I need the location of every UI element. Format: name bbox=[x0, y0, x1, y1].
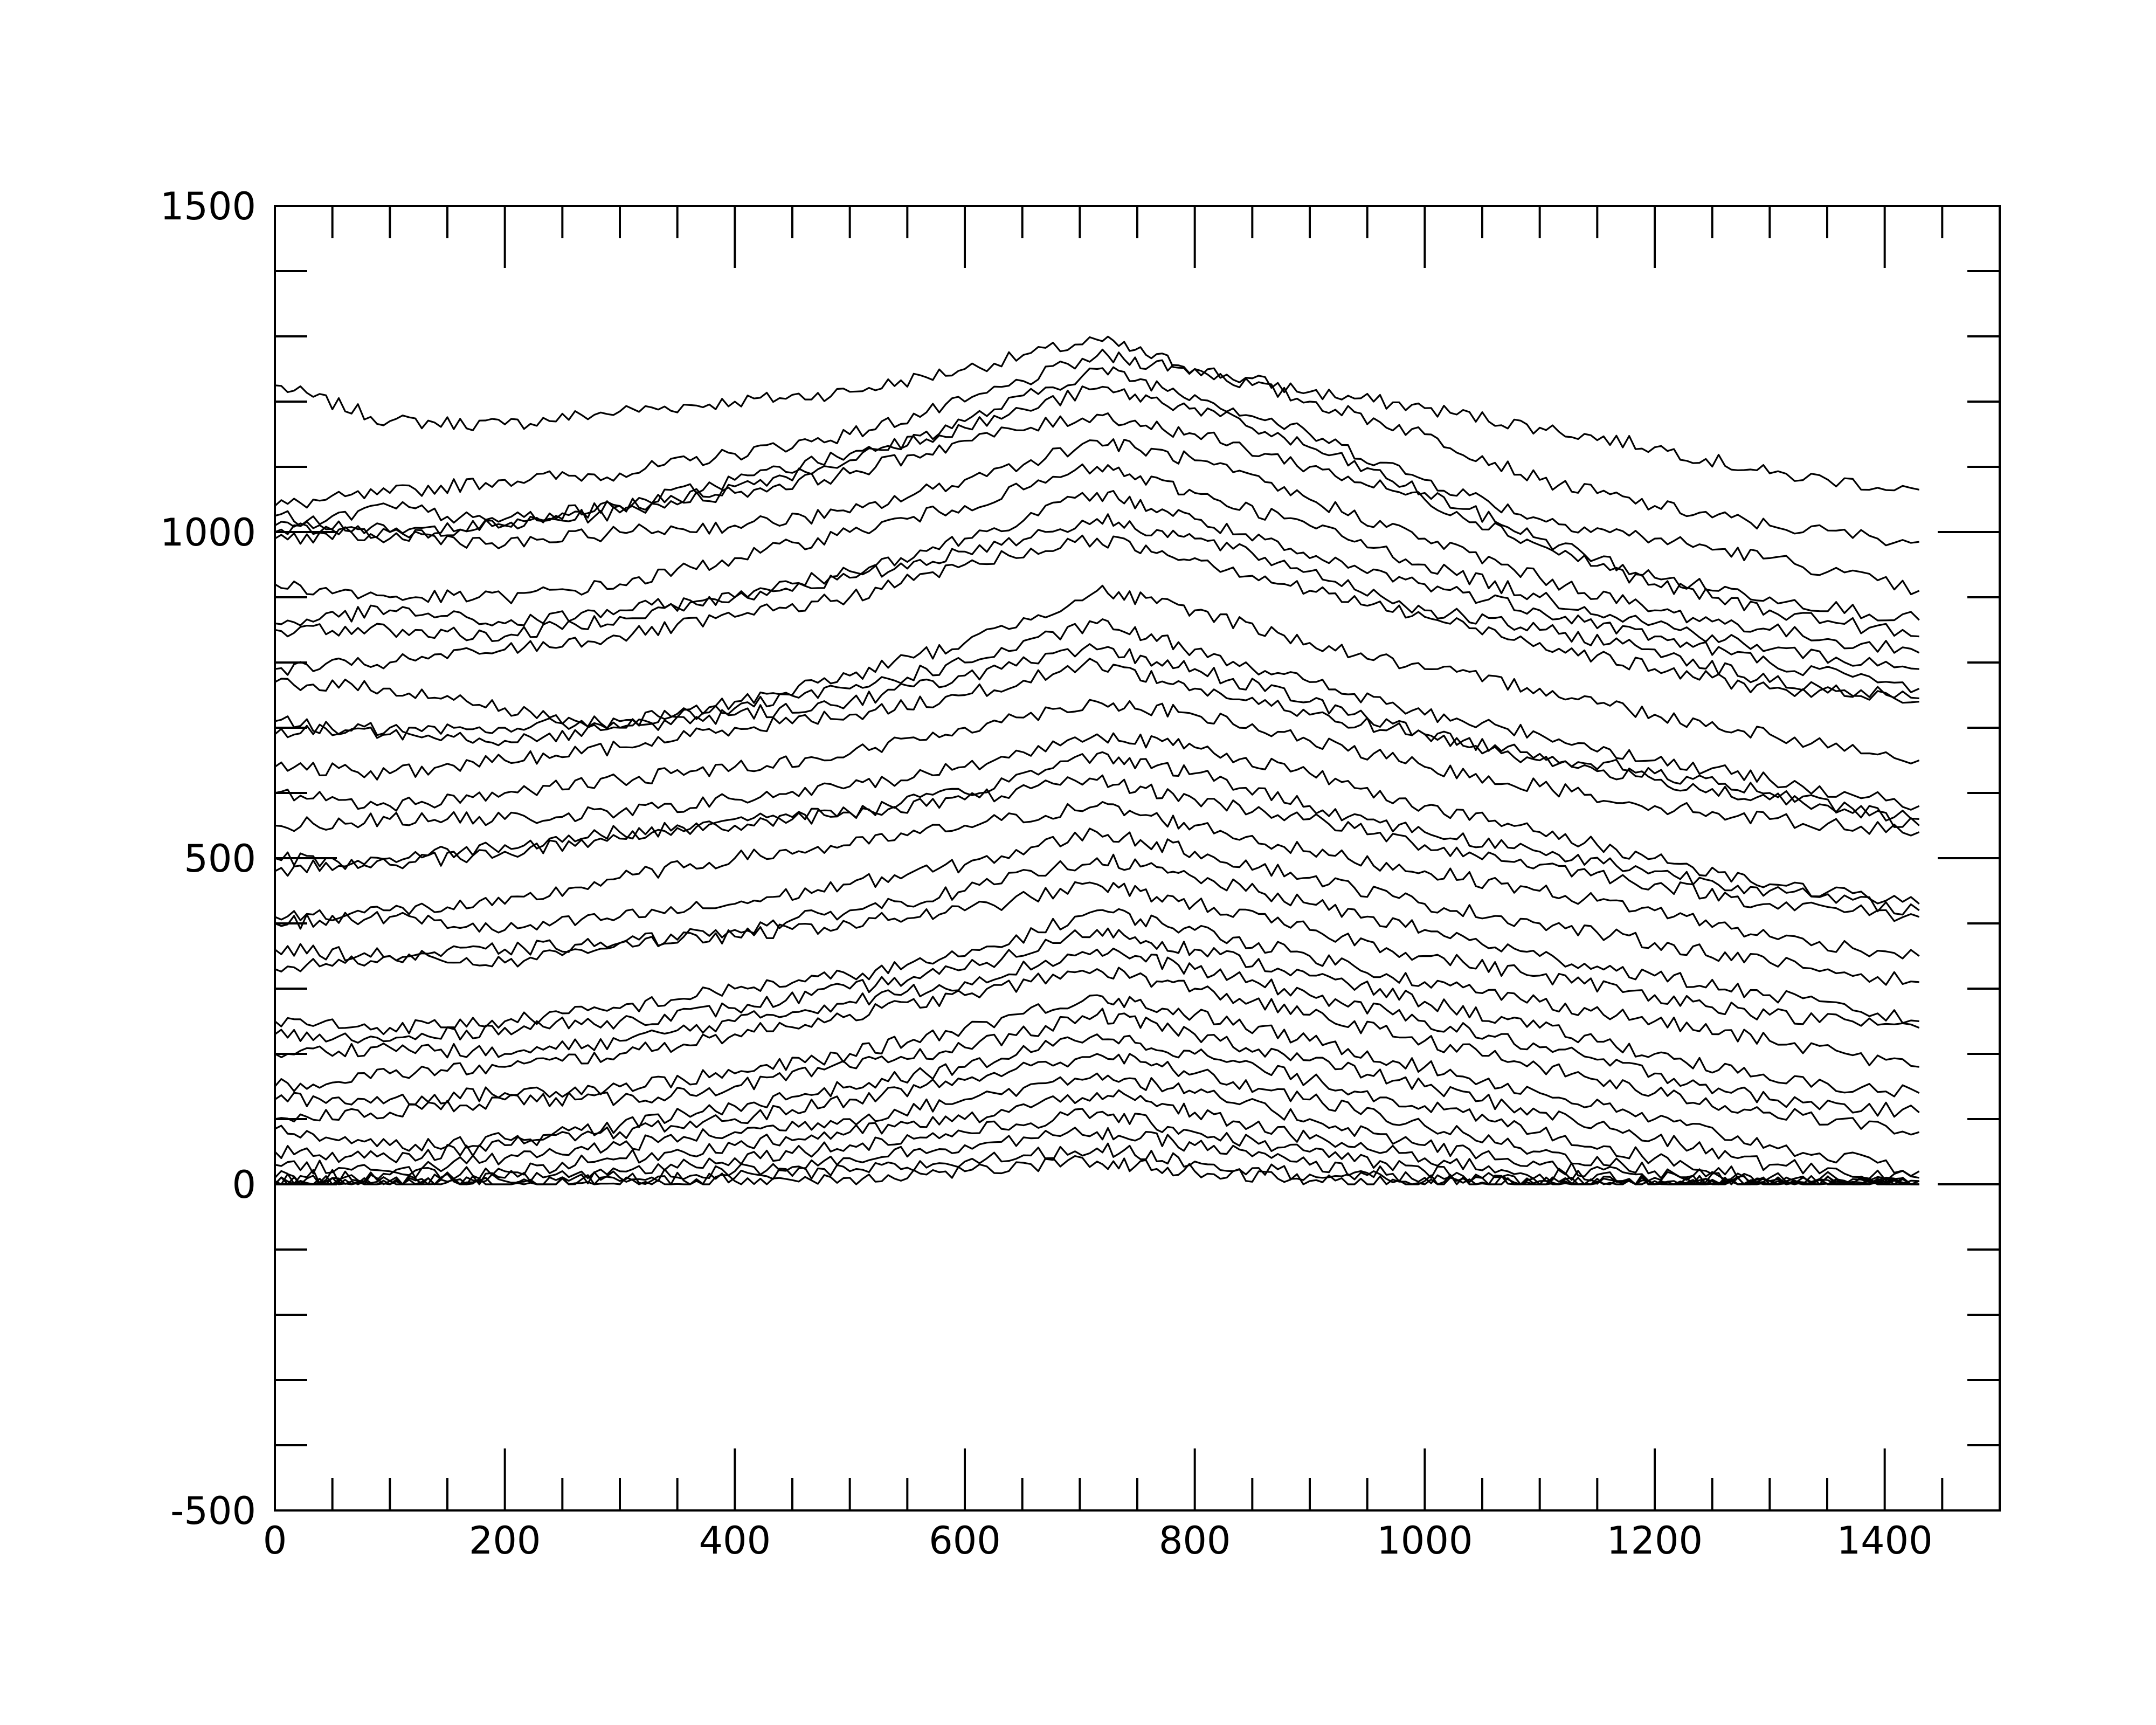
series-layer bbox=[274, 335, 1920, 1185]
series-line-16 bbox=[274, 732, 1920, 905]
ticks-layer bbox=[275, 206, 2000, 1510]
series-line-11 bbox=[274, 584, 1920, 765]
series-line-23 bbox=[274, 908, 1919, 1068]
y-tick-label: 0 bbox=[232, 1163, 256, 1207]
x-tick-label: 1400 bbox=[1837, 1519, 1933, 1563]
series-line-31 bbox=[274, 1072, 1919, 1185]
y-tick-label: 500 bbox=[184, 837, 256, 881]
series-line-12 bbox=[274, 618, 1920, 811]
series-line-2 bbox=[274, 348, 1919, 547]
series-line-10 bbox=[274, 534, 1919, 704]
series-line-14 bbox=[274, 658, 1920, 828]
x-tick-label: 0 bbox=[263, 1519, 287, 1563]
series-line-29 bbox=[274, 1033, 1920, 1185]
y-tick-label: -500 bbox=[170, 1489, 256, 1533]
series-line-13 bbox=[274, 643, 1919, 822]
series-line-19 bbox=[274, 801, 1920, 960]
series-line-5 bbox=[274, 412, 1919, 638]
series-line-17 bbox=[274, 751, 1920, 916]
series-line-6 bbox=[274, 438, 1920, 654]
plot-frame bbox=[274, 205, 2001, 1512]
series-line-24 bbox=[274, 927, 1920, 1098]
series-line-9 bbox=[274, 513, 1919, 700]
series-line-22 bbox=[274, 881, 1920, 1029]
y-tick-label: 1000 bbox=[160, 510, 256, 555]
x-tick-label: 200 bbox=[469, 1519, 541, 1563]
x-tick-label: 600 bbox=[929, 1519, 1001, 1563]
series-line-28 bbox=[274, 1008, 1919, 1182]
series-line-25 bbox=[274, 947, 1920, 1118]
series-line-15 bbox=[274, 699, 1920, 837]
series-line-30 bbox=[274, 1053, 1919, 1185]
series-line-3 bbox=[274, 366, 1920, 596]
series-line-1 bbox=[274, 335, 1920, 492]
x-tick-label: 1000 bbox=[1377, 1519, 1473, 1563]
tick-labels-layer: 0 200 400 600 800 1000 1200 1400-50005001000150… bbox=[160, 184, 1933, 1563]
series-line-34 bbox=[274, 1127, 1919, 1185]
series-line-7 bbox=[274, 463, 1919, 670]
series-line-36 bbox=[274, 1155, 1919, 1185]
y-tick-label: 1500 bbox=[160, 184, 256, 229]
series-line-18 bbox=[274, 774, 1920, 922]
series-line-26 bbox=[274, 967, 1920, 1136]
x-tick-label: 400 bbox=[699, 1519, 771, 1563]
x-tick-label: 1200 bbox=[1607, 1519, 1703, 1563]
series-line-8 bbox=[274, 489, 1920, 693]
series-line-21 bbox=[274, 853, 1919, 1024]
x-tick-label: 800 bbox=[1159, 1519, 1231, 1563]
series-line-20 bbox=[274, 827, 1919, 986]
series-line-27 bbox=[274, 994, 1920, 1177]
